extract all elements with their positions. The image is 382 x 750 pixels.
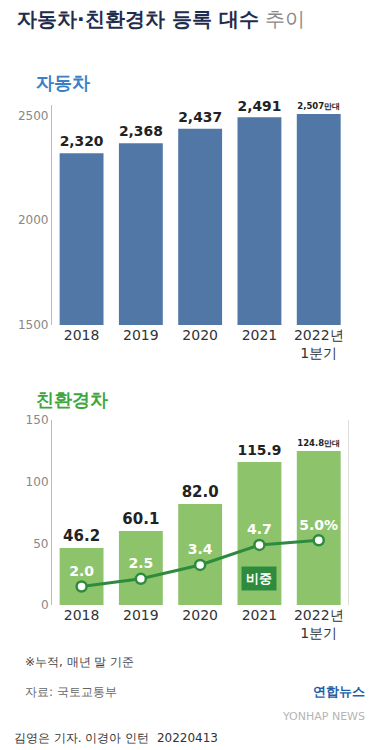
svg-text:2,491: 2,491 — [238, 98, 282, 114]
svg-text:자동차: 자동차 — [36, 72, 90, 93]
svg-text:자동차·친환경차 등록 대수 추이: 자동차·친환경차 등록 대수 추이 — [17, 7, 305, 31]
svg-text:1500: 1500 — [18, 318, 49, 332]
svg-text:150: 150 — [26, 413, 49, 427]
svg-text:김영은 기자. 이경아 인턴 20220413: 김영은 기자. 이경아 인턴 20220413 — [14, 731, 218, 745]
svg-text:2022년1분기: 2022년1분기 — [294, 607, 344, 641]
svg-text:46.2: 46.2 — [63, 527, 100, 545]
svg-text:0: 0 — [41, 598, 49, 612]
svg-text:124.8만대: 124.8만대 — [297, 438, 340, 448]
svg-text:YONHAP NEWS: YONHAP NEWS — [282, 710, 365, 723]
svg-text:연합뉴스: 연합뉴스 — [313, 684, 365, 699]
svg-text:2019: 2019 — [123, 607, 159, 623]
svg-text:2,437: 2,437 — [178, 109, 222, 125]
svg-text:5.0%: 5.0% — [299, 517, 338, 533]
svg-text:50: 50 — [33, 537, 48, 551]
svg-text:2000: 2000 — [18, 213, 49, 227]
svg-text:100: 100 — [26, 475, 49, 489]
svg-text:친환경차: 친환경차 — [36, 389, 108, 410]
svg-text:2500: 2500 — [18, 109, 49, 123]
svg-text:4.7: 4.7 — [247, 521, 272, 537]
svg-text:2022년1분기: 2022년1분기 — [294, 327, 344, 361]
svg-text:2019: 2019 — [123, 327, 159, 343]
svg-text:2.0: 2.0 — [69, 563, 94, 579]
svg-text:3.4: 3.4 — [188, 541, 213, 557]
svg-text:비중: 비중 — [246, 571, 272, 586]
svg-text:2018: 2018 — [64, 327, 100, 343]
svg-text:60.1: 60.1 — [122, 510, 159, 528]
svg-text:2018: 2018 — [64, 607, 100, 623]
svg-text:115.9: 115.9 — [238, 442, 282, 458]
svg-text:82.0: 82.0 — [182, 483, 219, 501]
svg-text:2,368: 2,368 — [119, 123, 163, 139]
svg-text:2021: 2021 — [242, 607, 278, 623]
svg-text:※누적, 매년 말 기준: ※누적, 매년 말 기준 — [25, 655, 134, 669]
svg-text:자료: 국토교통부: 자료: 국토교통부 — [25, 685, 117, 699]
svg-text:2021: 2021 — [242, 327, 278, 343]
svg-text:2.5: 2.5 — [128, 555, 153, 571]
svg-text:2020: 2020 — [182, 607, 218, 623]
svg-text:2,507만대: 2,507만대 — [297, 101, 340, 111]
svg-text:2020: 2020 — [182, 327, 218, 343]
svg-text:2,320: 2,320 — [60, 133, 104, 149]
